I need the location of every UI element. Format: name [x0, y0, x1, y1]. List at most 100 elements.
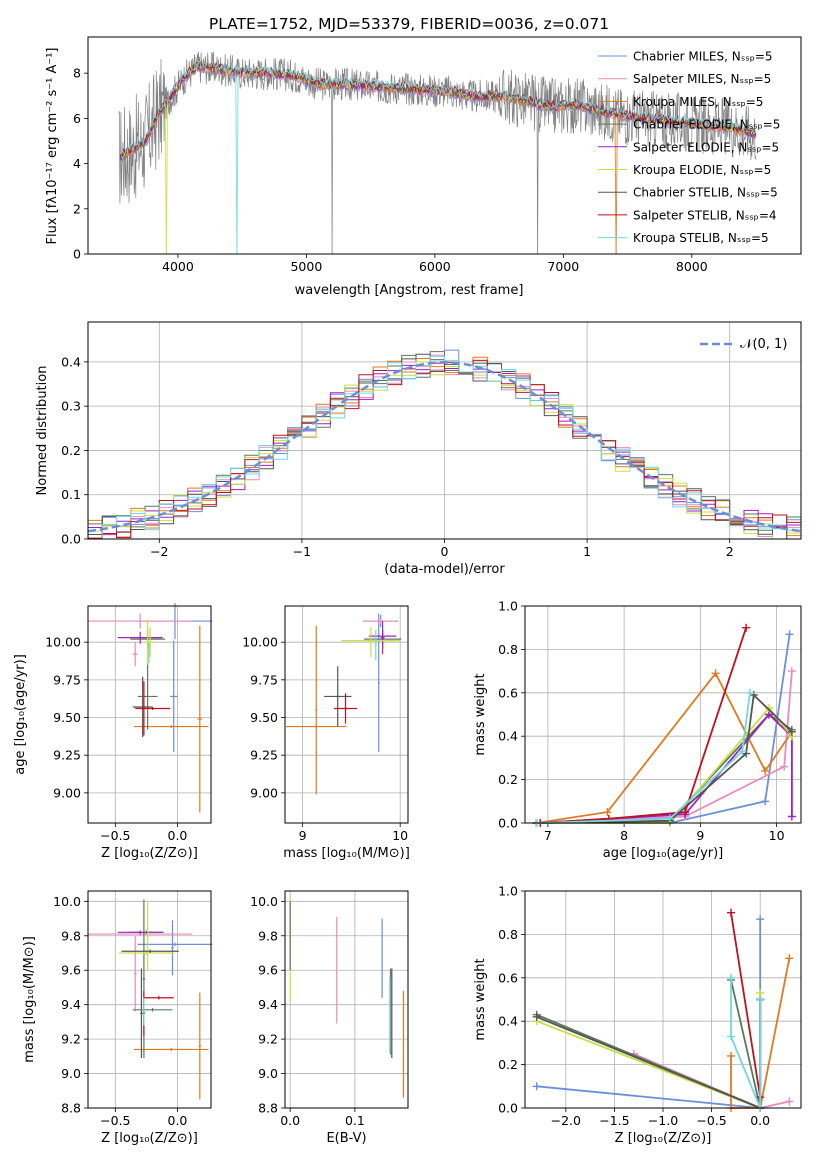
- axes-frame: [87, 36, 802, 255]
- y-axis-label: mass weight: [473, 673, 488, 755]
- series-line: [730, 912, 762, 1108]
- y-tick-label: 0.4: [498, 729, 518, 744]
- y-tick-label: 9.00: [250, 785, 278, 800]
- x-tick-label: −2.0: [551, 1113, 581, 1128]
- x-tick-label: 0: [441, 544, 449, 559]
- y-tick-label: 6: [73, 111, 81, 126]
- axes-frame: [524, 890, 802, 1109]
- errorbar-panel: −0.5 0.0 9.00 9.25 9.50 9.75 10.00 Z [log₁₀(Z/Z…: [13, 602, 213, 861]
- data-point: [727, 1032, 736, 1041]
- x-tick-label: 7000: [547, 259, 579, 274]
- y-tick-label: 9.2: [61, 1032, 81, 1047]
- data-point: [738, 747, 747, 756]
- y-tick-label: 4: [73, 156, 81, 171]
- histogram-panel: −2 −1 0 1 2 0.0 0.1 0.2 0.3 0.4 (data-model)/error…: [35, 321, 802, 577]
- x-axis-label: Z [log₁₀(Z/Z⊙)]: [101, 1131, 198, 1146]
- legend-entry: Chabrier ELODIE, Nₛₛₚ=5: [633, 118, 780, 132]
- x-tick-label: 9: [696, 828, 704, 843]
- axes-frame: [524, 605, 802, 824]
- x-axis-label: Z [log₁₀(Z/Z⊙)]: [615, 1131, 712, 1146]
- y-tick-label: 0.2: [498, 1057, 518, 1072]
- x-axis-label: E(B-V): [326, 1131, 366, 1146]
- y-tick-label: 1.0: [498, 884, 518, 899]
- y-tick-label: 9.25: [53, 748, 81, 763]
- data-point: [681, 808, 690, 817]
- y-tick-label: 0.4: [61, 354, 81, 369]
- data-point: [603, 808, 612, 817]
- data-point: [532, 1082, 541, 1091]
- x-tick-label: −0.5: [100, 1113, 130, 1128]
- series-line: [540, 627, 747, 824]
- x-tick-label: 5000: [290, 259, 322, 274]
- x-tick-label: 7: [544, 828, 552, 843]
- series-line: [536, 706, 793, 824]
- x-tick-label: 0.1: [345, 1113, 365, 1128]
- errorbar-panel: 9 10 9.00 9.25 9.50 9.75 10.00 mass [log₁₀(M/M⊙…: [242, 605, 410, 861]
- series-line: [536, 979, 762, 1110]
- data-point: [785, 954, 794, 963]
- x-tick-label: 8: [620, 828, 628, 843]
- legend-entry: 𝒩(0, 1): [740, 337, 787, 352]
- x-axis-label: (data-model)/error: [384, 562, 505, 577]
- data-point: [727, 1051, 736, 1060]
- y-tick-label: 0.6: [498, 970, 518, 985]
- x-axis-label: wavelength [Angstrom, rest frame]: [295, 283, 524, 298]
- data-point: [785, 1097, 794, 1106]
- data-point: [787, 667, 796, 676]
- series-line: [536, 692, 751, 824]
- x-tick-label: 0.0: [168, 828, 188, 843]
- y-tick-label: 10.00: [242, 635, 278, 650]
- y-tick-label: 0: [73, 247, 81, 262]
- errorbar-panel: 0.0 0.1 8.8 9.0 9.2 9.4 9.6 9.8 10.0 E(B-V): [250, 890, 409, 1146]
- y-tick-label: 0.3: [61, 399, 81, 414]
- axes-frame: [284, 890, 409, 1109]
- data-point: [665, 814, 674, 823]
- errorbar-panel: −0.5 0.0 8.8 9.0 9.2 9.4 9.6 9.8 10.0 Z [log₁₀(Z/…: [22, 890, 213, 1146]
- data-point: [727, 973, 736, 982]
- axes-frame: [87, 605, 212, 824]
- y-tick-label: 9.50: [53, 710, 81, 725]
- x-tick-label: −1: [293, 544, 311, 559]
- data-point: [742, 623, 751, 632]
- y-tick-label: 0.4: [498, 1014, 518, 1029]
- y-tick-label: 0.1: [61, 487, 81, 502]
- model-spectrum-line: [119, 60, 757, 254]
- legend-entry: Salpeter STELIB, Nₛₛₚ=4: [633, 208, 777, 222]
- x-tick-label: −0.5: [696, 1113, 726, 1128]
- y-tick-label: 0.0: [498, 1101, 518, 1116]
- y-tick-label: 8: [73, 66, 81, 81]
- histogram-step: [88, 355, 801, 539]
- x-axis-label: age [log₁₀(age/yr)]: [603, 846, 724, 861]
- x-tick-label: 0.0: [750, 1113, 770, 1128]
- y-tick-label: 9.6: [61, 963, 81, 978]
- y-tick-label: 0.2: [61, 443, 81, 458]
- y-axis-label: Normed distribution: [35, 366, 50, 496]
- y-tick-label: 10.0: [250, 894, 278, 909]
- y-tick-label: 9.8: [258, 928, 278, 943]
- y-tick-label: 8.8: [61, 1101, 81, 1116]
- y-tick-label: 0.6: [498, 685, 518, 700]
- y-tick-label: 9.00: [53, 785, 81, 800]
- x-tick-label: −0.5: [100, 828, 130, 843]
- y-tick-label: 9.50: [250, 710, 278, 725]
- data-point: [756, 995, 765, 1004]
- y-axis-label: mass [log₁₀(M/M⊙)]: [22, 936, 37, 1063]
- series-line: [536, 919, 762, 1109]
- data-point: [780, 762, 789, 771]
- x-tick-label: −1.0: [648, 1113, 678, 1128]
- data-point: [787, 812, 796, 821]
- x-tick-label: −1.5: [599, 1113, 629, 1128]
- x-tick-label: 6000: [419, 259, 451, 274]
- x-tick-label: 2: [726, 544, 734, 559]
- data-point: [785, 630, 794, 639]
- y-tick-label: 0.8: [498, 927, 518, 942]
- y-axis-label: mass weight: [473, 958, 488, 1040]
- data-point: [532, 1012, 541, 1021]
- y-tick-label: 8.8: [258, 1101, 278, 1116]
- legend-entry: Salpeter MILES, Nₛₛₚ=5: [633, 72, 771, 86]
- data-point: [711, 669, 720, 678]
- y-tick-label: 0.8: [498, 642, 518, 657]
- chart-title: PLATE=1752, MJD=53379, FIBERID=0036, z=0…: [209, 15, 609, 33]
- x-axis-label: mass [log₁₀(M/M⊙)]: [283, 846, 410, 861]
